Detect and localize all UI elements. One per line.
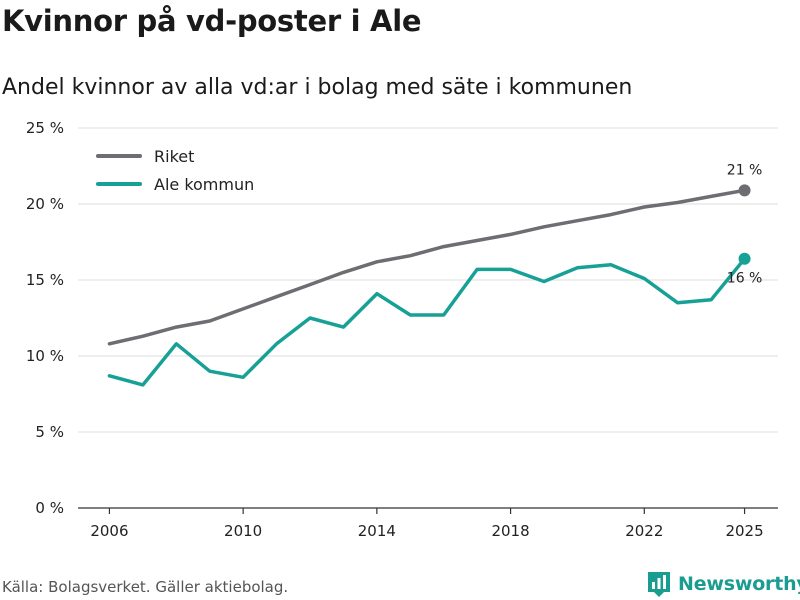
y-tick-label: 5 %	[35, 423, 64, 441]
end-point-ale	[738, 252, 751, 265]
y-tick-label: 25 %	[26, 119, 64, 137]
y-tick-label: 10 %	[26, 347, 64, 365]
brand: Newsworthy	[646, 570, 800, 598]
x-tick-label: 2014	[358, 522, 396, 540]
x-tick-label: 2022	[625, 522, 663, 540]
x-tick-label: 2006	[90, 522, 128, 540]
source-note: Källa: Bolagsverket. Gäller aktiebolag.	[2, 578, 289, 596]
end-label-riket: 21 %	[727, 162, 763, 178]
chart-title: Kvinnor på vd-poster i Ale	[2, 4, 422, 38]
x-tick-label: 2010	[224, 522, 262, 540]
bar-chart-flag-icon	[648, 572, 670, 597]
x-tick-label: 2018	[491, 522, 529, 540]
series-line-riket	[107, 188, 747, 346]
y-tick-label: 15 %	[26, 271, 64, 289]
legend-label-riket: Riket	[154, 147, 194, 166]
y-tick-label: 0 %	[35, 499, 64, 517]
end-label-ale: 16 %	[727, 271, 763, 287]
brand-name: Newsworthy	[678, 573, 800, 595]
series-line-ale	[107, 256, 747, 387]
x-tick-label: 2025	[725, 522, 763, 540]
chart-subtitle: Andel kvinnor av alla vd:ar i bolag med …	[2, 75, 633, 100]
end-point-riket	[738, 184, 751, 197]
legend-label-ale: Ale kommun	[154, 175, 254, 194]
y-tick-label: 20 %	[26, 195, 64, 213]
